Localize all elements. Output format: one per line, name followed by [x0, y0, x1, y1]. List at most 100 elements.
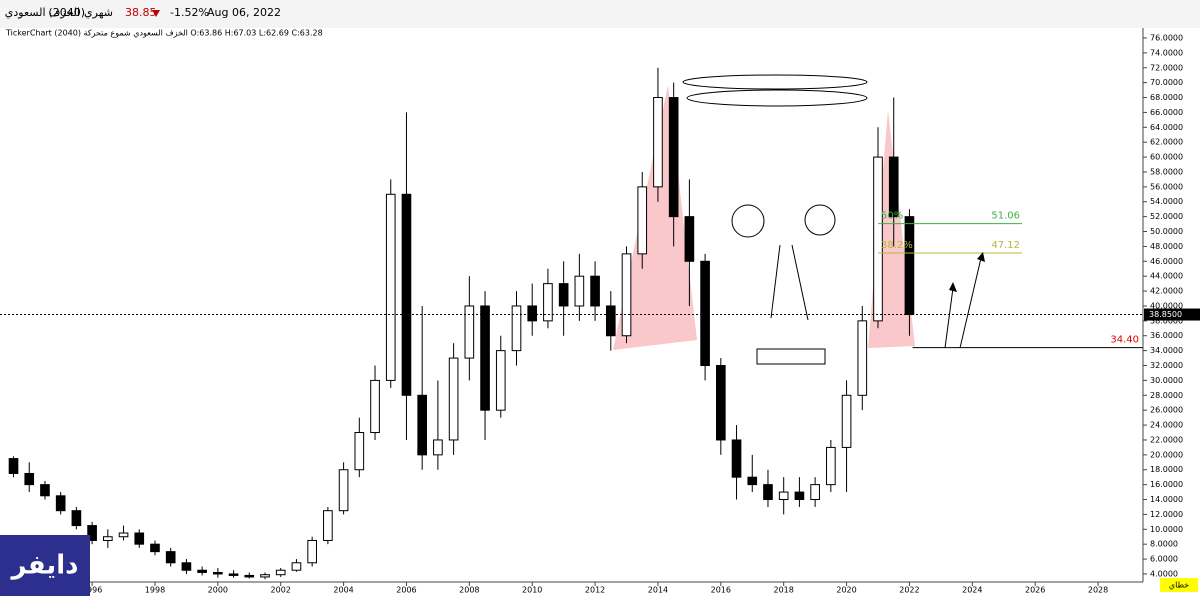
support-label: 34.40	[1110, 335, 1139, 346]
x-tick-label: 2024	[962, 586, 982, 595]
y-tick-label: 32.0000	[1150, 361, 1183, 370]
candle-body	[715, 365, 726, 441]
candle-body	[181, 562, 192, 571]
y-tick-label: 70.0000	[1150, 78, 1183, 87]
candle-body	[857, 320, 868, 396]
y-tick-label: 14.0000	[1150, 495, 1183, 504]
y-tick-label: 50.0000	[1150, 227, 1183, 236]
candle-body	[275, 569, 286, 576]
y-tick-label: 42.0000	[1150, 287, 1183, 296]
y-tick-label: 18.0000	[1150, 465, 1183, 474]
y-tick-label: 60.0000	[1150, 153, 1183, 162]
logo: دايفر	[10, 551, 79, 581]
candle-body	[118, 532, 129, 538]
candle-body	[621, 253, 632, 337]
candle-body	[511, 305, 522, 352]
candle-body	[810, 484, 820, 501]
header-bar	[0, 0, 1200, 28]
candle-body	[841, 394, 852, 448]
stock-code: (2040)	[48, 6, 85, 19]
candle-body	[448, 357, 459, 441]
y-tick-label: 34.0000	[1150, 346, 1183, 355]
fib-value: 51.06	[991, 211, 1020, 222]
x-tick-label: 2012	[585, 586, 605, 595]
drawing	[682, 74, 982, 365]
y-tick-label: 68.0000	[1150, 93, 1183, 102]
candle-body	[87, 525, 97, 541]
fib-value: 47.12	[991, 240, 1020, 251]
candle-body	[480, 305, 490, 411]
footer-button[interactable]	[1160, 578, 1198, 592]
candle-body	[338, 469, 349, 512]
x-tick-label: 2000	[208, 586, 228, 595]
arrow-head	[949, 252, 985, 292]
candle-body	[213, 571, 223, 575]
y-tick-label: 44.0000	[1150, 272, 1183, 281]
price-tag-label: 38.8500	[1149, 310, 1182, 319]
candle-body	[401, 193, 412, 396]
candle-body	[55, 495, 66, 512]
y-tick-label: 72.0000	[1150, 63, 1183, 72]
y-tick-label: 62.0000	[1150, 138, 1183, 147]
x-tick-label: 2026	[1025, 586, 1045, 595]
y-tick-label: 76.0000	[1150, 33, 1183, 42]
x-tick-label: 2014	[648, 586, 668, 595]
candle-body	[574, 275, 585, 307]
candle-body	[433, 439, 443, 456]
y-tick-label: 10.0000	[1150, 525, 1183, 534]
candle-body	[527, 305, 538, 322]
candle-body	[653, 97, 663, 188]
down-arrow	[152, 10, 160, 17]
y-tick-label: 8.0000	[1150, 540, 1178, 549]
candle-body	[888, 156, 899, 218]
date: Aug 06, 2022	[207, 6, 281, 19]
x-tick-label: 2028	[1088, 586, 1108, 595]
candle-body	[8, 458, 19, 474]
candle-body	[197, 569, 207, 573]
footer-button-label[interactable]: خطاي	[1169, 581, 1189, 590]
logo-box	[0, 535, 90, 596]
candle-body	[747, 476, 758, 486]
y-tick-label: 40.0000	[1150, 301, 1183, 310]
candle-body	[134, 532, 145, 545]
last-price: 38.85	[125, 6, 157, 19]
y-tick-label: 64.0000	[1150, 123, 1183, 132]
fib-name: 38.2%	[881, 240, 913, 251]
candle-body	[668, 97, 679, 218]
x-tick-label: 1998	[145, 586, 165, 595]
candle-body	[495, 350, 506, 411]
candle-body	[543, 283, 553, 322]
y-tick-label: 74.0000	[1150, 48, 1183, 57]
x-tick-label: 2016	[711, 586, 731, 595]
candle-body	[40, 484, 50, 497]
y-tick-label: 38.0000	[1150, 316, 1183, 325]
y-tick-label: 12.0000	[1150, 510, 1183, 519]
y-tick-label: 46.0000	[1150, 257, 1183, 266]
candle-body	[228, 573, 239, 576]
candle-body	[637, 186, 648, 255]
candle-body	[307, 539, 317, 564]
y-tick-label: 24.0000	[1150, 421, 1183, 430]
x-tick-label: 2004	[333, 586, 353, 595]
candle-body	[700, 260, 710, 367]
y-tick-label: 16.0000	[1150, 480, 1183, 489]
x-tick-label: 2006	[396, 586, 416, 595]
x-tick-label: 2018	[774, 586, 794, 595]
candle-body	[354, 432, 365, 471]
y-tick-label: 6.0000	[1150, 555, 1178, 564]
x-tick-label: 2020	[836, 586, 856, 595]
y-tick-label: 48.0000	[1150, 242, 1183, 251]
candle-body	[71, 510, 82, 527]
pattern-fill	[613, 85, 697, 350]
candle-body	[385, 193, 396, 381]
fib-name: 50%	[881, 211, 903, 222]
stock-name: الخزف السعودي	[5, 6, 80, 19]
y-tick-label: 26.0000	[1150, 406, 1183, 415]
x-tick-label: 2010	[522, 586, 542, 595]
y-tick-label: 22.0000	[1150, 435, 1183, 444]
candle-body	[684, 216, 695, 262]
candle-body	[24, 472, 35, 486]
candle-body	[464, 305, 475, 359]
candle-body	[370, 379, 380, 434]
candle-body	[323, 510, 333, 541]
